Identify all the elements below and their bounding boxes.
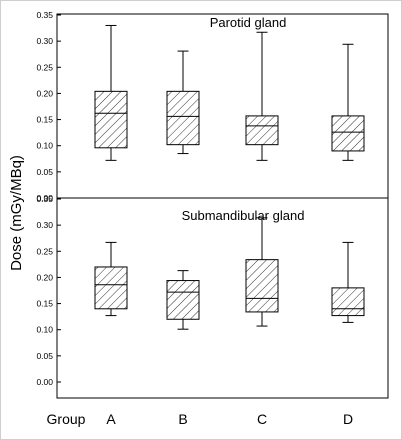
iqr-box	[94, 266, 128, 310]
iqr-box	[331, 115, 365, 152]
y-tick-label: 0.25	[36, 246, 53, 256]
y-tick-label: 0.00	[36, 193, 53, 203]
x-category-label: C	[257, 411, 267, 427]
y-tick-label: 0.30	[36, 220, 53, 230]
box-A	[94, 241, 128, 317]
y-axis-ticks: 0.00 0.05 0.10 0.15 0.20 0.25 0.30 0.35	[36, 194, 61, 387]
box-B	[166, 270, 200, 330]
x-category-label: A	[106, 411, 116, 427]
y-tick-label: 0.05	[36, 351, 53, 361]
y-tick-label: 0.15	[36, 115, 53, 125]
y-axis-label: Dose (mGy/MBq)	[8, 155, 25, 271]
y-tick-label: 0.20	[36, 88, 53, 98]
y-tick-label: 0.25	[36, 62, 53, 72]
iqr-box	[166, 90, 200, 146]
x-axis-caption: Group	[47, 411, 86, 427]
parotid-panel: Parotid gland 0.000.050.100.150.200.250.…	[36, 10, 389, 203]
iqr-box	[331, 287, 365, 317]
box-C	[245, 31, 279, 161]
y-tick-label: 0.10	[36, 141, 53, 151]
y-tick-label: 0.35	[36, 194, 53, 204]
y-tick-label: 0.20	[36, 272, 53, 282]
y-axis-ticks: 0.00 0.05 0.10 0.15 0.20 0.25 0.30 0.35	[36, 10, 61, 203]
x-category-label: D	[343, 411, 353, 427]
box-D	[331, 241, 365, 323]
box-D	[331, 43, 365, 161]
iqr-box	[245, 259, 279, 313]
iqr-box	[94, 90, 128, 149]
boxes	[94, 217, 365, 330]
x-category-label: B	[178, 411, 187, 427]
y-tick-label: 0.30	[36, 36, 53, 46]
panel-title: Parotid gland	[210, 15, 287, 30]
y-tick-label: 0.10	[36, 325, 53, 335]
y-tick-label: 0.00	[36, 377, 53, 387]
y-tick-label: 0.05	[36, 167, 53, 177]
iqr-box	[166, 280, 200, 320]
submandibular-panel: Submandibular gland 0.00 0.05 0.10 0.15 0.20…	[36, 194, 389, 399]
boxes	[94, 24, 365, 161]
x-axis: Group A B C D	[47, 411, 354, 427]
box-A	[94, 24, 128, 161]
box-C	[245, 217, 279, 327]
iqr-box	[245, 115, 279, 146]
y-tick-label: 0.35	[36, 10, 53, 20]
box-B	[166, 50, 200, 155]
panel-title: Submandibular gland	[182, 208, 305, 223]
y-tick-label: 0.15	[36, 299, 53, 309]
plot-area	[56, 197, 389, 399]
